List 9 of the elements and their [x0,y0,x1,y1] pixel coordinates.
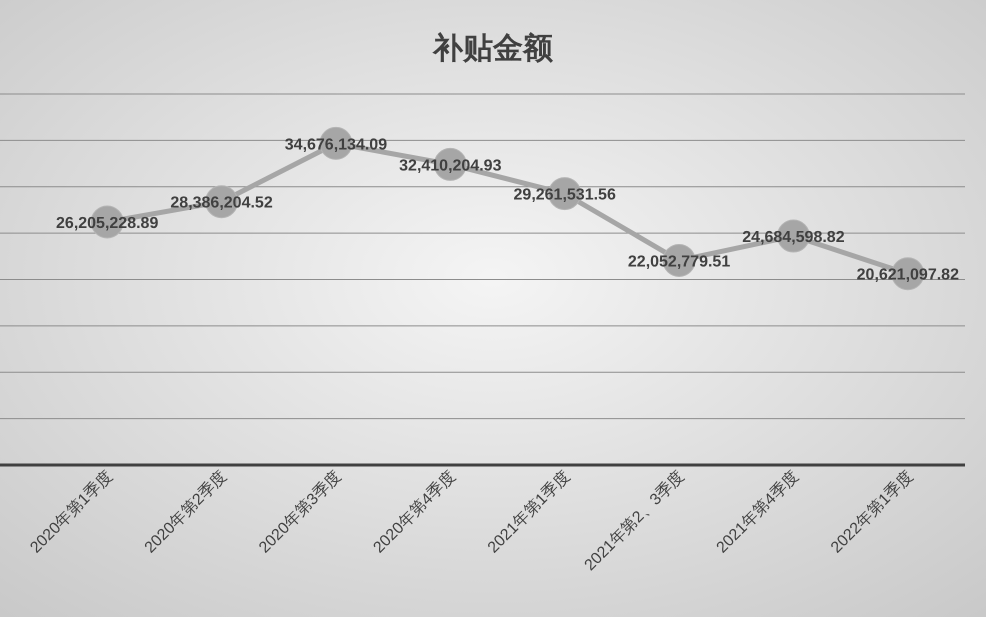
data-label: 29,261,531.56 [514,186,616,204]
data-label: 22,052,779.51 [628,253,730,270]
data-label: 20,621,097.82 [856,266,960,284]
chart-title: 补贴金额 [432,31,553,65]
data-label: 28,386,204.52 [170,194,273,212]
data-label: 34,676,134.09 [284,136,388,154]
data-label: 32,410,204.93 [399,157,502,174]
data-label: 24,684,598.82 [742,229,845,246]
data-label: 26,205,228.89 [56,214,158,232]
